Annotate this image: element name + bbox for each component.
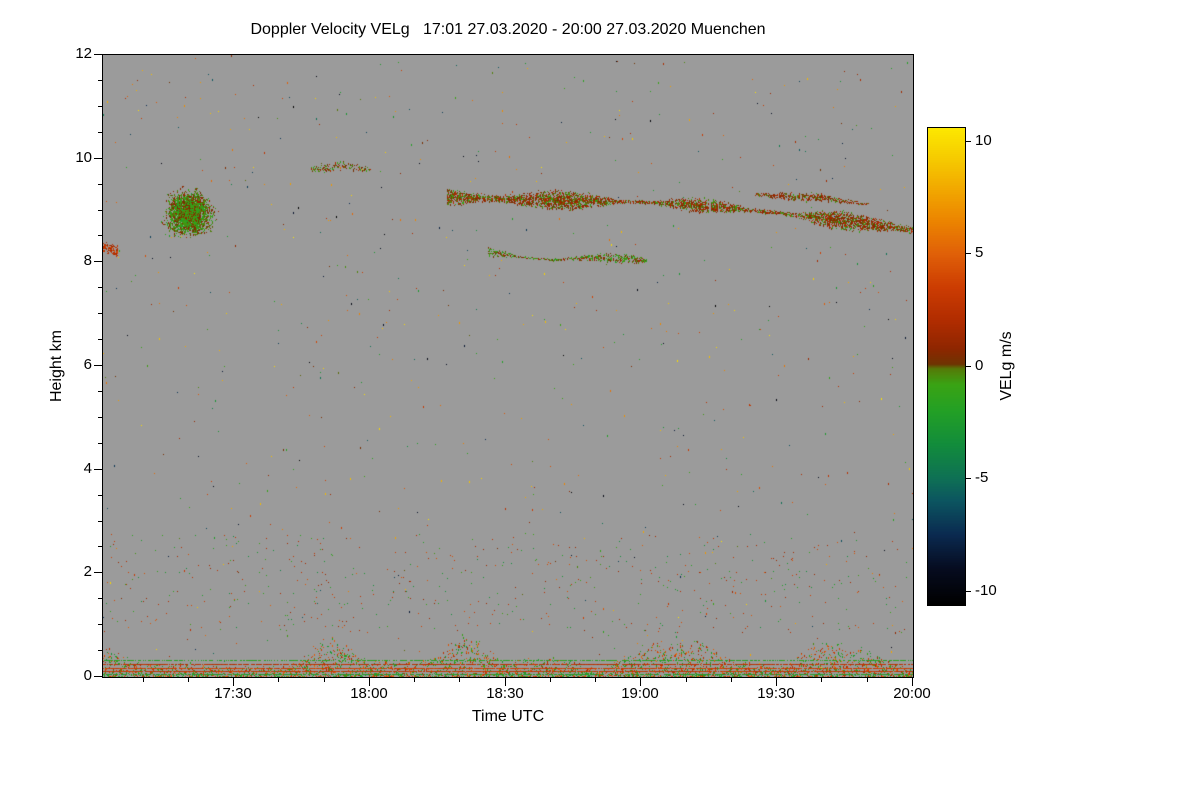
y-tick-label: 8 (83, 252, 92, 269)
y-tick-label: 6 (83, 356, 92, 373)
y-minor-tick (98, 417, 102, 418)
x-minor-tick (143, 678, 144, 682)
x-major-tick (776, 678, 777, 686)
x-major-tick (912, 678, 913, 686)
colorbar-tick (966, 478, 971, 479)
x-minor-tick (188, 678, 189, 682)
y-tick-label: 2 (83, 563, 92, 580)
y-minor-tick (98, 443, 102, 444)
x-minor-tick (459, 678, 460, 682)
y-major-tick (94, 572, 102, 573)
y-major-tick (94, 261, 102, 262)
x-minor-tick (595, 678, 596, 682)
x-major-tick (505, 678, 506, 686)
y-minor-tick (98, 235, 102, 236)
y-minor-tick (98, 521, 102, 522)
colorbar-tick-label: -5 (975, 469, 989, 486)
colorbar-tick (966, 253, 971, 254)
colorbar-tick-label: 5 (975, 244, 984, 261)
x-axis-label: Time UTC (471, 708, 545, 725)
y-minor-tick (98, 80, 102, 81)
plot-frame (102, 54, 914, 678)
x-minor-tick (821, 678, 822, 682)
y-minor-tick (98, 132, 102, 133)
x-tick-label: 18:00 (350, 685, 388, 702)
y-major-tick (94, 469, 102, 470)
y-major-tick (94, 365, 102, 366)
y-minor-tick (98, 339, 102, 340)
y-minor-tick (98, 210, 102, 211)
x-tick-label: 17:30 (214, 685, 252, 702)
x-minor-tick (414, 678, 415, 682)
x-minor-tick (278, 678, 279, 682)
x-tick-label: 19:00 (621, 685, 659, 702)
y-tick-label: 12 (75, 45, 92, 62)
colorbar-tick (966, 591, 971, 592)
y-minor-tick (98, 287, 102, 288)
colorbar-tick-label: -10 (975, 582, 997, 599)
x-major-tick (233, 678, 234, 686)
x-minor-tick (686, 678, 687, 682)
colorbar-tick-label: 0 (975, 357, 984, 374)
x-tick-label: 20:00 (893, 685, 931, 702)
colorbar-tick-label: 10 (975, 132, 992, 149)
x-tick-label: 18:30 (486, 685, 524, 702)
x-minor-tick (731, 678, 732, 682)
x-major-tick (640, 678, 641, 686)
x-minor-tick (324, 678, 325, 682)
plot-canvas (103, 55, 913, 677)
y-tick-label: 4 (83, 460, 92, 477)
y-tick-label: 10 (75, 149, 92, 166)
y-minor-tick (98, 391, 102, 392)
y-minor-tick (98, 598, 102, 599)
y-major-tick (94, 676, 102, 677)
colorbar-frame (927, 127, 966, 606)
y-tick-label: 0 (83, 667, 92, 684)
colorbar-tick (966, 366, 971, 367)
x-minor-tick (550, 678, 551, 682)
x-tick-label: 19:30 (757, 685, 795, 702)
y-major-tick (94, 158, 102, 159)
colorbar-tick (966, 141, 971, 142)
colorbar-canvas (928, 128, 965, 605)
y-minor-tick (98, 184, 102, 185)
y-minor-tick (98, 106, 102, 107)
y-minor-tick (98, 546, 102, 547)
x-major-tick (369, 678, 370, 686)
y-minor-tick (98, 650, 102, 651)
x-minor-tick (867, 678, 868, 682)
y-minor-tick (98, 313, 102, 314)
chart-title: Doppler Velocity VELg 17:01 27.03.2020 -… (250, 21, 766, 38)
y-major-tick (94, 54, 102, 55)
y-minor-tick (98, 495, 102, 496)
y-minor-tick (98, 624, 102, 625)
